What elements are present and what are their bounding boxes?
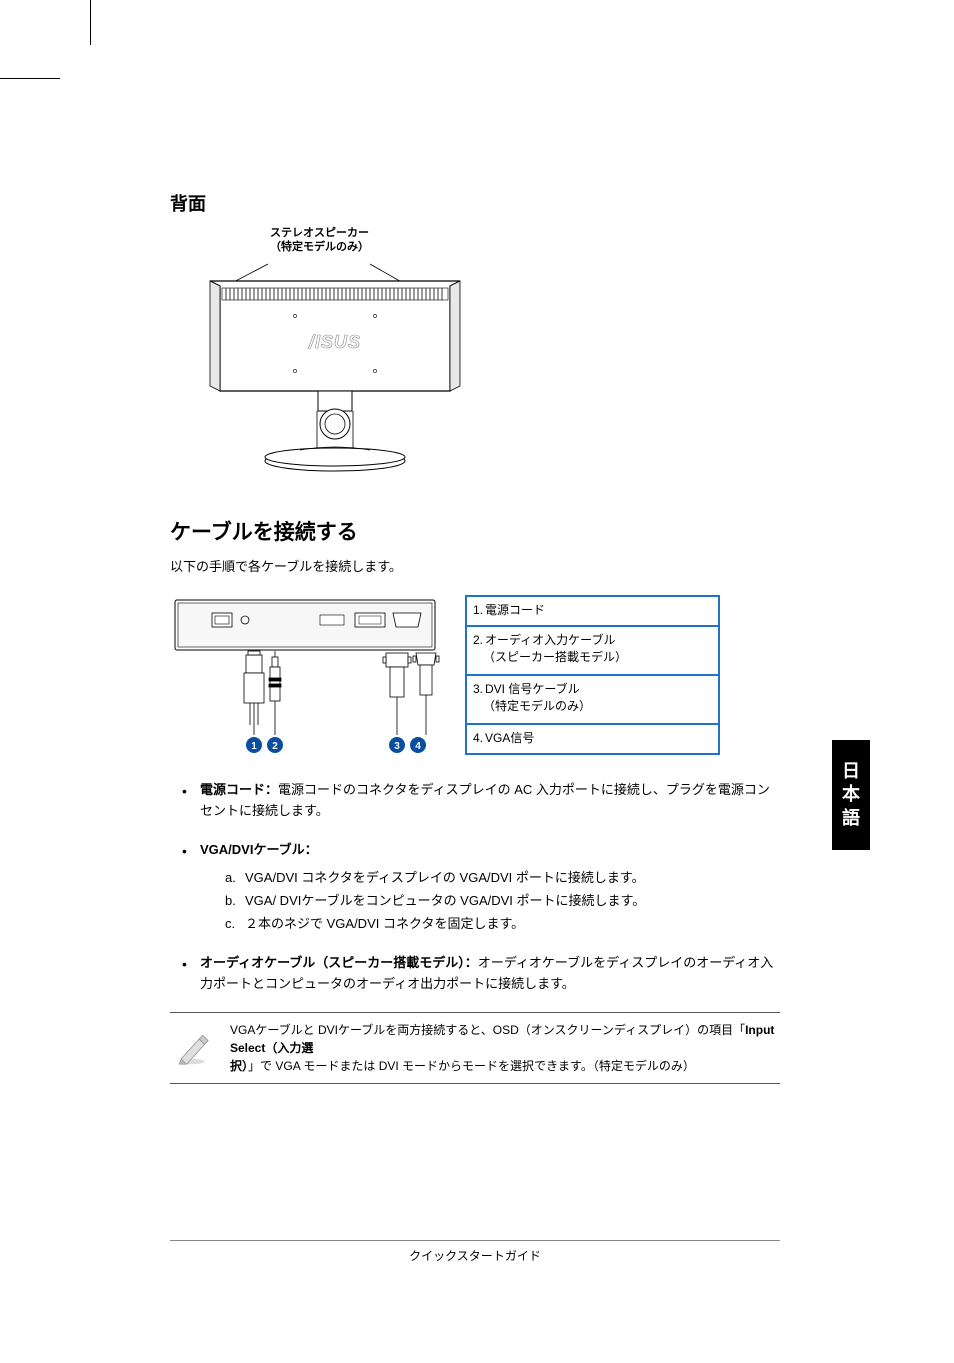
content-area: 背面 ステレオスピーカー （特定モデルのみ） (170, 190, 780, 1084)
language-tab: 日 本 語 (832, 740, 870, 850)
vga-step-b: b.VGA/ DVIケーブルをコンピュータの VGA/DVI ポートに接続します… (225, 891, 780, 912)
instruction-list: 電源コード：電源コードのコネクタをディスプレイの AC 入力ポートに接続し、プラ… (170, 780, 780, 994)
note-box: VGAケーブルと DVIケーブルを両方接続すると、OSD（オンスクリーンディスプ… (170, 1012, 780, 1084)
rear-panel-svg: 1 2 3 4 (170, 595, 440, 755)
speaker-label: ステレオスピーカー （特定モデルのみ） (270, 226, 369, 255)
footer: クイックスタートガイド (170, 1240, 780, 1264)
speaker-label-line2: （特定モデルのみ） (270, 241, 369, 253)
footer-text: クイックスタートガイド (409, 1249, 541, 1263)
svg-text:/ISUS: /ISUS (308, 332, 361, 352)
page-container: 背面 ステレオスピーカー （特定モデルのみ） (90, 0, 890, 1363)
rear-section-title: 背面 (170, 190, 780, 216)
legend-row-4: 4.VGA信号 (466, 724, 719, 754)
crop-mark-horizontal (0, 78, 60, 79)
cable-legend-table: 1.電源コード 2.オーディオ入力ケーブル （スピーカー搭載モデル） 3.DVI… (465, 595, 720, 755)
power-cord-item: 電源コード：電源コードのコネクタをディスプレイの AC 入力ポートに接続し、プラ… (170, 780, 780, 822)
legend-row-3: 3.DVI 信号ケーブル （特定モデルのみ） (466, 675, 719, 724)
vga-dvi-item: VGA/DVIケーブル： a.VGA/DVI コネクタをディスプレイの VGA/… (170, 840, 780, 935)
cable-section-title: ケーブルを接続する (170, 516, 780, 546)
speaker-label-line1: ステレオスピーカー (270, 227, 369, 239)
badge-3: 3 (394, 741, 400, 752)
audio-cable-label: オーディオケーブル（スピーカー搭載モデル）： (200, 955, 478, 970)
note-text: VGAケーブルと DVIケーブルを両方接続すると、OSD（オンスクリーンディスプ… (230, 1021, 776, 1075)
legend-row-2: 2.オーディオ入力ケーブル （スピーカー搭載モデル） (466, 626, 719, 675)
vga-step-c: c.２本のネジで VGA/DVI コネクタを固定します。 (225, 914, 780, 935)
badge-4: 4 (415, 741, 421, 752)
audio-cable-item: オーディオケーブル（スピーカー搭載モデル）：オーディオケーブルをディスプレイのオ… (170, 953, 780, 995)
vga-dvi-label: VGA/DVIケーブル： (200, 842, 318, 857)
pencil-icon (174, 1030, 210, 1066)
monitor-rear-diagram: ステレオスピーカー （特定モデルのみ） (200, 226, 470, 476)
power-cord-text: 電源コードのコネクタをディスプレイの AC 入力ポートに接続し、プラグを電源コン… (200, 782, 770, 818)
cable-diagram-row: 1 2 3 4 1.電源コード 2.オーディオ入力ケーブル （スピーカー搭載モデ… (170, 595, 780, 755)
badge-2: 2 (272, 741, 278, 752)
badge-1: 1 (251, 741, 257, 752)
vga-dvi-sublist: a.VGA/DVI コネクタをディスプレイの VGA/DVI ポートに接続します… (200, 868, 780, 934)
monitor-svg: /ISUS (200, 226, 470, 476)
power-cord-label: 電源コード： (200, 782, 278, 797)
cable-intro-text: 以下の手順で各ケーブルを接続します。 (170, 556, 780, 575)
vga-step-a: a.VGA/DVI コネクタをディスプレイの VGA/DVI ポートに接続します… (225, 868, 780, 889)
legend-row-1: 1.電源コード (466, 596, 719, 626)
